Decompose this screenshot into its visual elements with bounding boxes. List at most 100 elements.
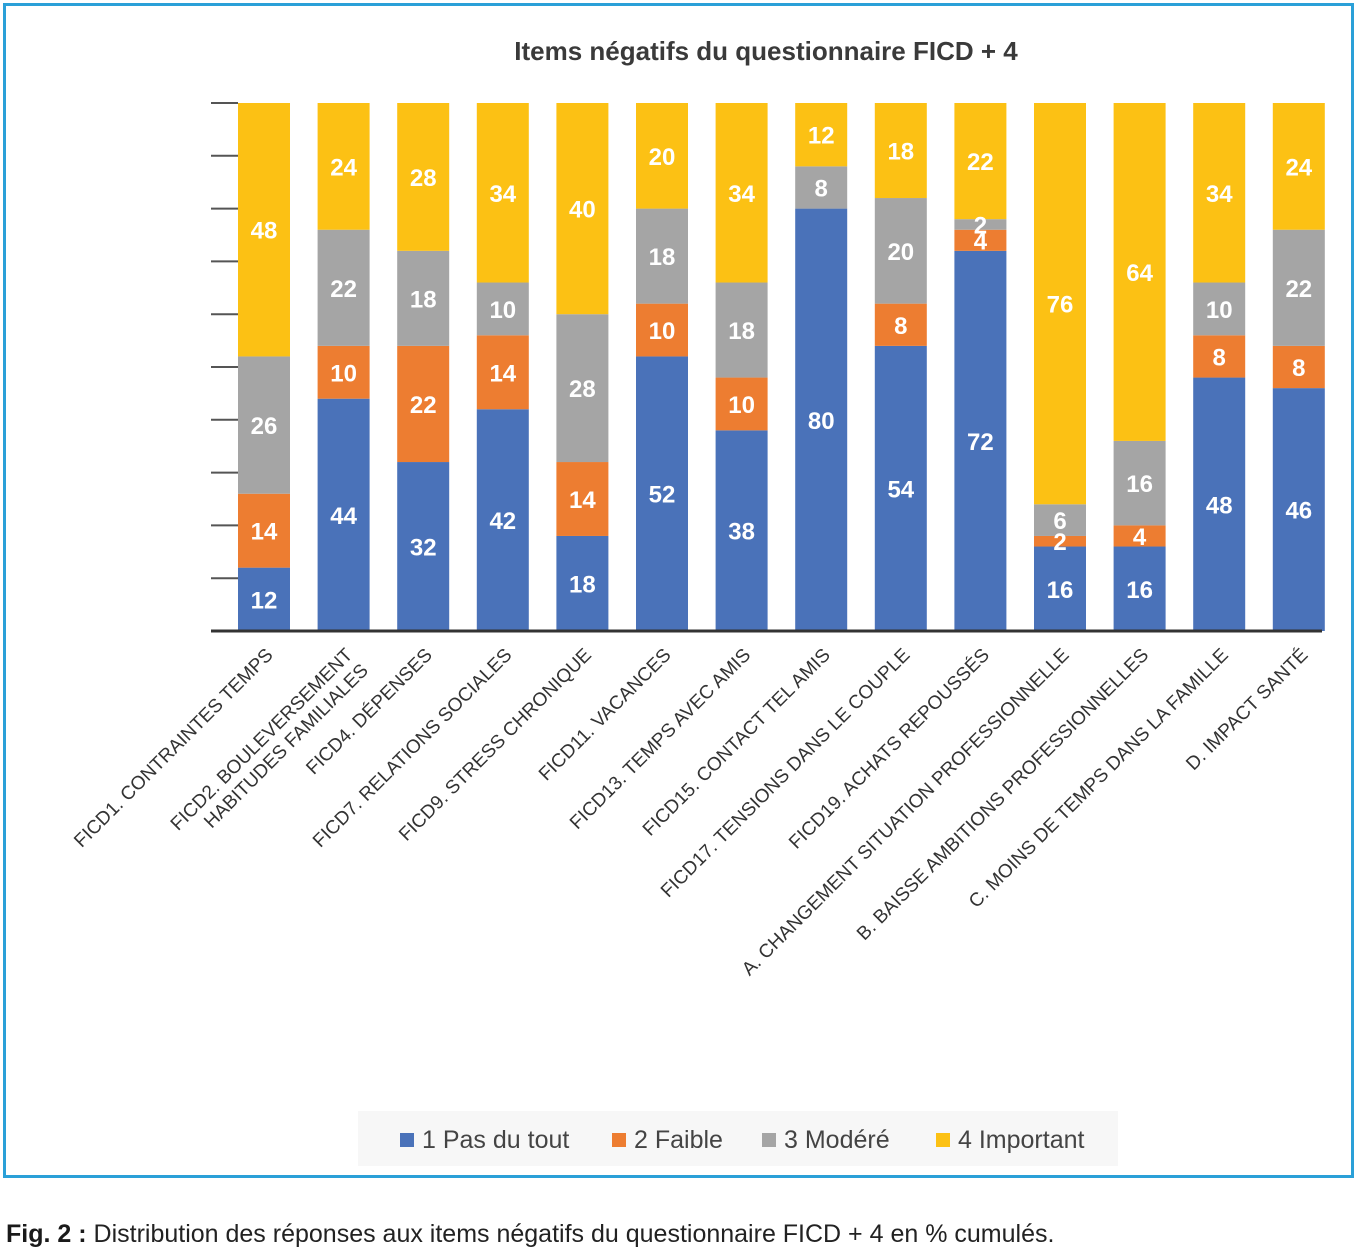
data-label: 44 [330, 503, 357, 530]
bar-segment [1113, 546, 1166, 631]
data-label: 10 [330, 360, 357, 387]
data-label: 16 [1047, 577, 1074, 604]
data-label: 18 [410, 286, 437, 313]
data-label: 32 [410, 535, 437, 562]
bar-segment [874, 303, 927, 346]
bar-segment [317, 103, 370, 230]
legend-swatch [400, 1133, 414, 1147]
bar-segment [795, 208, 848, 631]
caption-label: Fig. 2 : [6, 1220, 87, 1248]
legend-entry: 2 Faible [634, 1126, 723, 1154]
bars [238, 103, 1325, 631]
bar-segment [954, 219, 1007, 230]
bar-segment [1034, 535, 1086, 547]
data-label: 10 [649, 318, 676, 345]
bar-segment [476, 335, 529, 410]
data-label: 76 [1047, 292, 1074, 319]
figure-caption: Fig. 2 : Distribution des réponses aux i… [6, 1220, 1054, 1249]
bar-segment [317, 229, 370, 346]
bar-segment [476, 409, 529, 631]
legend-box [358, 1111, 1118, 1166]
bar-segment [397, 103, 450, 251]
bar-segment [1193, 377, 1246, 631]
bar-segment [1113, 103, 1166, 441]
bar-segment [238, 493, 290, 568]
data-label: 14 [489, 360, 516, 387]
category-label: FICD11. VACANCES [535, 645, 676, 786]
data-label: 10 [1206, 297, 1233, 324]
data-label: 54 [887, 476, 914, 503]
data-label: 4 [1133, 524, 1147, 551]
legend-swatch [612, 1133, 626, 1147]
data-label: 24 [330, 154, 357, 181]
legend-swatch [936, 1133, 950, 1147]
data-label: 8 [815, 175, 828, 202]
segment-labels: 1214264844102224322218284214103418142840… [251, 123, 1313, 615]
legend-entry: 1 Pas du tout [422, 1126, 569, 1154]
bar-segment [476, 282, 529, 336]
bar-segment [636, 303, 688, 357]
bar-segment [1272, 345, 1325, 389]
data-label: 28 [410, 165, 437, 192]
data-label: 22 [330, 276, 357, 303]
bar-segment [715, 430, 768, 631]
category-label: B. BAISSE AMBITIONS PROFESSIONNELLES [853, 645, 1153, 945]
data-label: 28 [569, 376, 596, 403]
data-label: 14 [569, 487, 596, 514]
bar-segment [795, 103, 848, 167]
data-label: 10 [489, 297, 516, 324]
data-label: 6 [1053, 508, 1066, 535]
data-label: 38 [728, 519, 755, 546]
bar-segment [238, 103, 290, 357]
bar-segment [715, 103, 768, 283]
data-label: 8 [1292, 355, 1305, 382]
caption-text: Distribution des réponses aux items néga… [86, 1220, 1055, 1248]
data-label: 16 [1126, 471, 1153, 498]
data-label: 12 [251, 587, 278, 614]
bar-segment [1034, 504, 1086, 536]
data-label: 14 [251, 519, 278, 546]
data-label: 42 [489, 508, 516, 535]
data-label: 12 [808, 123, 835, 150]
bar-segment [1193, 103, 1246, 283]
data-label: 22 [1285, 276, 1312, 303]
bar-segment [795, 166, 848, 209]
y-axis-ticks [211, 102, 238, 632]
legend-swatch [762, 1133, 776, 1147]
data-label: 22 [410, 392, 437, 419]
bar-segment [238, 356, 290, 494]
bar-segment [874, 198, 927, 304]
data-label: 34 [728, 181, 755, 208]
bar-segment [1193, 282, 1246, 336]
bar-segment [556, 462, 609, 536]
bar-segment [556, 103, 609, 315]
data-label: 80 [808, 408, 835, 435]
bar-segment [1272, 229, 1325, 346]
data-label: 20 [887, 239, 914, 266]
legend-entry: 4 Important [958, 1126, 1085, 1154]
data-label: 48 [1206, 492, 1233, 519]
bar-segment [715, 282, 768, 378]
data-label: 18 [728, 318, 755, 345]
data-label: 20 [649, 144, 676, 171]
bar-segment [954, 103, 1007, 220]
bar-segment [874, 103, 927, 199]
bar-segment [397, 250, 450, 346]
bar-segment [1113, 525, 1166, 547]
legend: 1 Pas du tout 2 Faible 3 Modéré 4 Important [400, 1126, 1085, 1154]
bar-segment [1034, 546, 1086, 631]
data-label: 4 [974, 228, 988, 255]
bar-segment [954, 250, 1007, 631]
bar-segment [556, 314, 609, 463]
bar-segment [317, 398, 370, 631]
chart-title: Items négatifs du questionnaire FICD + 4 [514, 36, 1018, 66]
data-label: 48 [251, 218, 278, 245]
bar-segment [636, 208, 688, 304]
data-label: 8 [1213, 344, 1226, 371]
data-label: 22 [967, 149, 994, 176]
data-label: 2 [974, 212, 987, 239]
bar-segment [556, 535, 609, 631]
data-label: 64 [1126, 260, 1153, 287]
data-label: 40 [569, 197, 596, 224]
